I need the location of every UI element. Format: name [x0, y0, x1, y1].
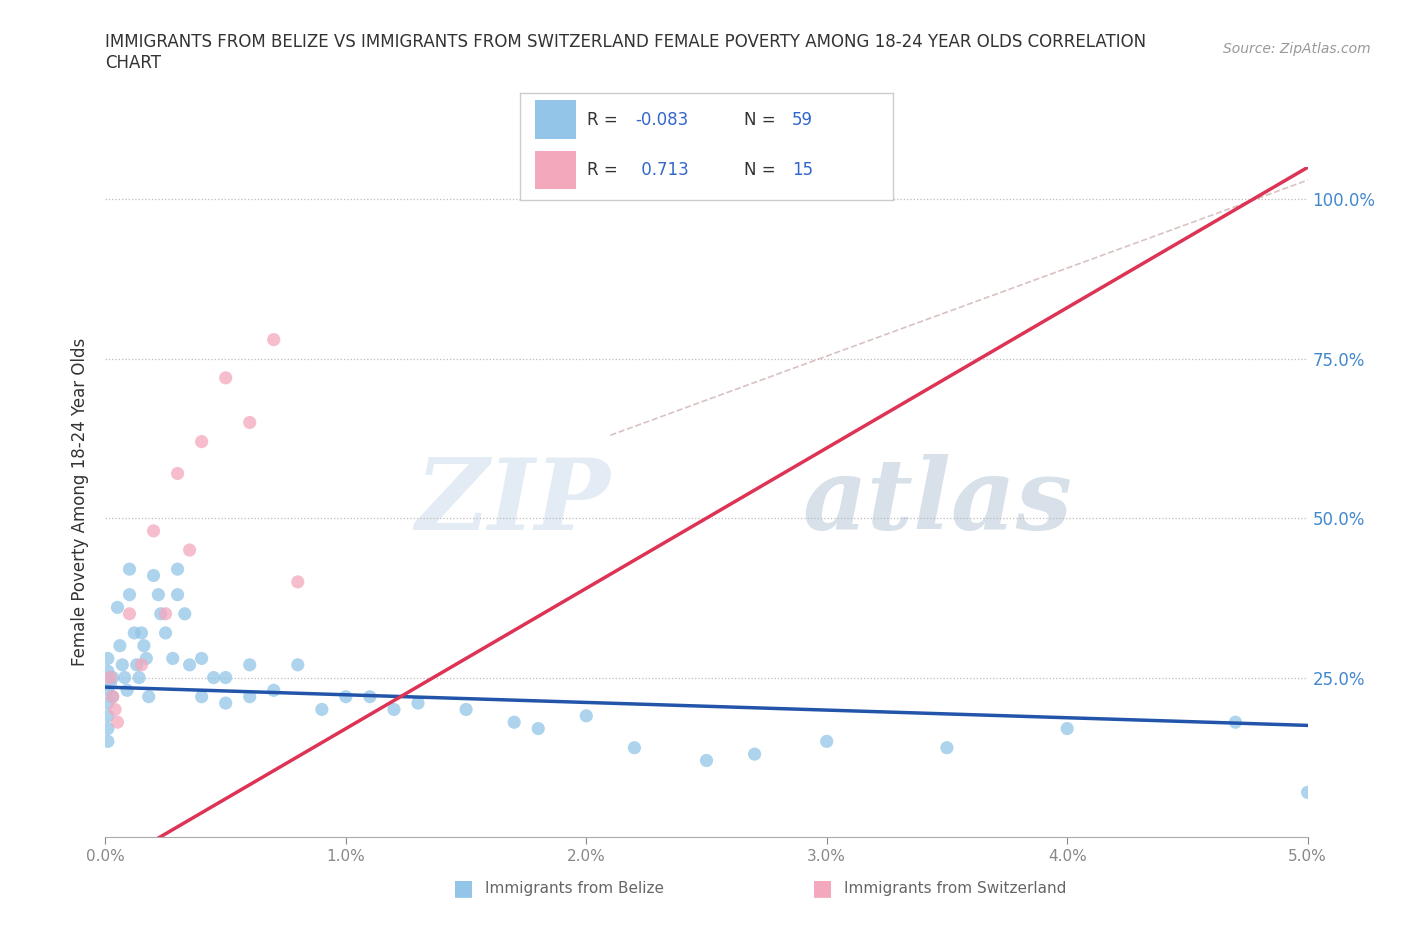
Point — [1056, 721, 1078, 736]
Point — [190, 651, 212, 666]
Point — [936, 740, 959, 755]
Point — [623, 740, 645, 755]
Point — [149, 606, 172, 621]
Point — [406, 696, 429, 711]
Point — [101, 689, 124, 704]
Point — [115, 683, 138, 698]
Point — [287, 658, 309, 672]
Bar — [536, 100, 576, 139]
Point — [166, 466, 188, 481]
Point — [148, 587, 170, 602]
Point — [179, 542, 201, 557]
Text: IMMIGRANTS FROM BELIZE VS IMMIGRANTS FROM SWITZERLAND FEMALE POVERTY AMONG 18-24: IMMIGRANTS FROM BELIZE VS IMMIGRANTS FRO… — [105, 33, 1146, 50]
Point — [239, 689, 262, 704]
Point — [128, 671, 150, 685]
Point — [101, 689, 124, 704]
Point — [179, 658, 201, 672]
Point — [744, 747, 766, 762]
Point — [107, 715, 129, 730]
Point — [311, 702, 333, 717]
Point — [239, 415, 262, 430]
Point — [1296, 785, 1319, 800]
Point — [97, 734, 120, 749]
Bar — [536, 151, 576, 190]
Point — [239, 658, 262, 672]
Point — [263, 683, 285, 698]
Point — [97, 683, 120, 698]
Point — [98, 671, 121, 685]
Point — [108, 638, 131, 653]
Point — [1225, 715, 1247, 730]
Point — [97, 664, 120, 679]
Point — [214, 696, 236, 711]
Point — [135, 651, 157, 666]
Text: -0.083: -0.083 — [636, 111, 689, 128]
Point — [125, 658, 148, 672]
Point — [142, 524, 165, 538]
Point — [155, 606, 177, 621]
Point — [382, 702, 405, 717]
Point — [202, 671, 225, 685]
Point — [97, 696, 120, 711]
Point — [696, 753, 718, 768]
Point — [131, 626, 153, 641]
Point — [359, 689, 381, 704]
Point — [97, 721, 120, 736]
Text: ■: ■ — [454, 878, 474, 898]
Text: N =: N = — [744, 161, 775, 179]
Point — [132, 638, 155, 653]
Point — [190, 689, 212, 704]
Point — [107, 600, 129, 615]
Point — [138, 689, 160, 704]
Text: CHART: CHART — [105, 54, 162, 72]
Point — [335, 689, 357, 704]
Point — [114, 671, 136, 685]
Point — [98, 676, 121, 691]
Point — [575, 709, 598, 724]
Text: 15: 15 — [792, 161, 813, 179]
Point — [214, 671, 236, 685]
Text: ■: ■ — [813, 878, 832, 898]
Text: 0.713: 0.713 — [636, 161, 689, 179]
Text: 59: 59 — [792, 111, 813, 128]
Text: atlas: atlas — [803, 454, 1073, 551]
Point — [162, 651, 184, 666]
Point — [263, 332, 285, 347]
Point — [142, 568, 165, 583]
Point — [118, 587, 141, 602]
Point — [173, 606, 195, 621]
Point — [527, 721, 550, 736]
Point — [124, 626, 146, 641]
Y-axis label: Female Poverty Among 18-24 Year Olds: Female Poverty Among 18-24 Year Olds — [72, 339, 90, 666]
Point — [118, 606, 141, 621]
Point — [97, 651, 120, 666]
Point — [503, 715, 526, 730]
Point — [101, 671, 124, 685]
Point — [166, 587, 188, 602]
Point — [118, 562, 141, 577]
Text: ZIP: ZIP — [415, 454, 610, 551]
Point — [454, 702, 477, 717]
Point — [287, 575, 309, 590]
Text: Immigrants from Belize: Immigrants from Belize — [485, 881, 664, 896]
Point — [166, 562, 188, 577]
Text: Source: ZipAtlas.com: Source: ZipAtlas.com — [1223, 42, 1371, 56]
Point — [111, 658, 134, 672]
Point — [815, 734, 838, 749]
Text: R =: R = — [588, 161, 619, 179]
Point — [155, 626, 177, 641]
Text: Immigrants from Switzerland: Immigrants from Switzerland — [844, 881, 1066, 896]
Point — [104, 702, 127, 717]
Point — [97, 709, 120, 724]
Point — [190, 434, 212, 449]
Point — [131, 658, 153, 672]
Text: R =: R = — [588, 111, 619, 128]
Text: N =: N = — [744, 111, 775, 128]
Point — [214, 370, 236, 385]
